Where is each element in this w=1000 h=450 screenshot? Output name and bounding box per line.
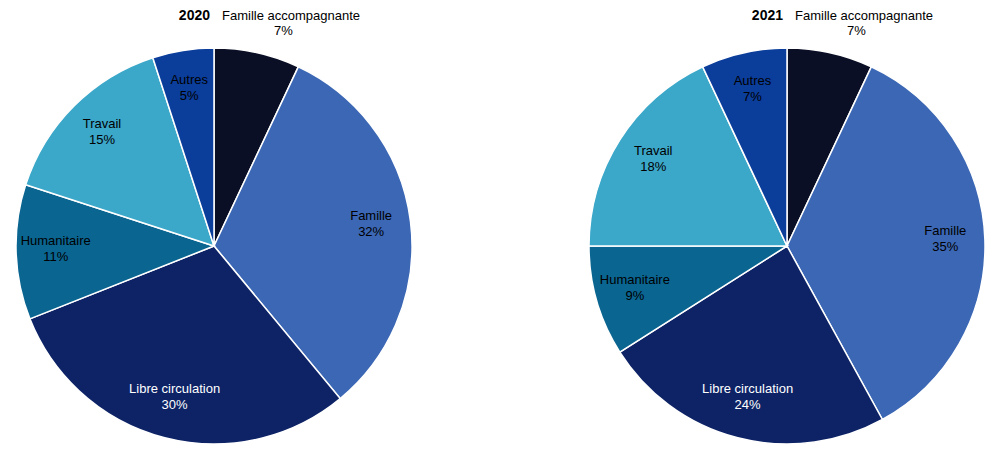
svg-text:Famille35%: Famille35% [924,223,966,254]
svg-text:Autres7%: Autres7% [734,73,772,104]
svg-text:Autres5%: Autres5% [170,72,208,103]
svg-text:Libre circulation30%: Libre circulation30% [129,381,220,412]
svg-text:Famille accompagnante7%: Famille accompagnante7% [222,8,360,38]
svg-text:Famille32%: Famille32% [350,208,392,239]
svg-text:Travail18%: Travail18% [634,143,673,174]
svg-text:Libre circulation24%: Libre circulation24% [702,381,793,412]
svg-text:2021: 2021 [752,7,783,23]
svg-text:Humanitaire11%: Humanitaire11% [21,233,91,264]
svg-text:Famille accompagnante7%: Famille accompagnante7% [795,8,933,38]
svg-text:2020: 2020 [179,7,210,23]
svg-text:Travail15%: Travail15% [83,116,122,147]
svg-text:Humanitaire9%: Humanitaire9% [600,272,670,303]
